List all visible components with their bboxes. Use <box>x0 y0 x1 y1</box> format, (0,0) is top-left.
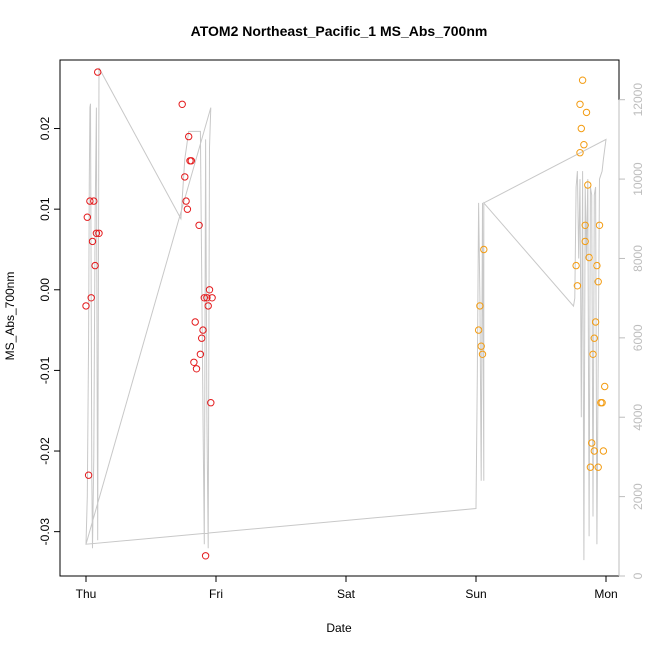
data-point <box>586 463 595 471</box>
data-point <box>200 294 209 302</box>
y-axis-label: MS_Abs_700nm <box>3 272 17 361</box>
data-point <box>590 447 598 455</box>
data-point <box>580 141 588 149</box>
data-point <box>205 286 214 294</box>
data-point <box>191 318 199 326</box>
x-tick-label: Sun <box>465 587 486 601</box>
right-y-tick-label: 8000 <box>631 245 645 272</box>
data-point <box>92 229 101 238</box>
data-point <box>599 447 608 455</box>
data-point <box>181 173 189 181</box>
data-point <box>87 294 95 302</box>
data-point <box>204 302 212 310</box>
y-tick-label: -0.03 <box>38 518 52 546</box>
data-point <box>478 350 487 358</box>
depth-line-layer <box>85 67 607 561</box>
right-y-tick-label: 4000 <box>631 404 645 431</box>
data-point <box>593 261 601 270</box>
depth-line <box>85 67 607 561</box>
data-point <box>595 221 604 230</box>
y-tick-label: -0.01 <box>38 356 52 384</box>
data-point <box>207 399 215 407</box>
y-tick-label: 0.00 <box>38 278 52 302</box>
data-point <box>82 302 90 310</box>
data-point <box>190 358 198 366</box>
data-point <box>88 237 97 246</box>
data-point <box>208 294 216 302</box>
data-point <box>598 399 606 407</box>
data-point <box>589 350 597 358</box>
right-y-tick-label: 6000 <box>631 324 645 351</box>
data-point <box>94 68 102 76</box>
data-point <box>591 318 600 326</box>
data-point <box>199 326 207 334</box>
right-y-tick-label: 10000 <box>631 162 645 196</box>
x-tick-label: Fri <box>209 587 223 601</box>
data-point <box>573 282 582 290</box>
right-y-tick-label: 12000 <box>631 83 645 117</box>
data-point <box>585 253 593 262</box>
data-point <box>588 439 596 447</box>
data-point <box>83 213 92 221</box>
data-point <box>476 302 484 310</box>
x-axis-label: Date <box>326 621 352 635</box>
y-tick-label: -0.02 <box>38 437 52 465</box>
y-tick-label: 0.01 <box>38 197 52 221</box>
data-point <box>474 326 483 334</box>
x-tick-label: Thu <box>76 587 97 601</box>
data-point <box>582 108 591 117</box>
data-point <box>576 149 584 157</box>
data-point <box>178 100 186 109</box>
y-tick-label: 0.02 <box>38 117 52 141</box>
x-tick-label: Sat <box>337 587 356 601</box>
data-point <box>90 197 98 205</box>
data-point <box>594 463 602 471</box>
data-point <box>601 382 609 391</box>
right-y-tick-label: 2000 <box>631 483 645 510</box>
data-point <box>594 278 602 286</box>
data-point <box>187 157 196 165</box>
data-point <box>201 552 210 560</box>
data-point <box>480 245 488 254</box>
data-point <box>581 237 589 246</box>
right-y-axis: 0 2000 4000 6000 8000 10000 12000 <box>618 83 645 579</box>
data-point <box>183 205 192 213</box>
x-tick-label: Mon <box>594 587 617 601</box>
data-point <box>590 334 598 342</box>
data-point <box>95 229 103 238</box>
points-layer <box>82 68 609 560</box>
data-point <box>185 132 193 141</box>
x-axis: Thu Fri Sat Sun Mon <box>76 575 618 601</box>
data-point <box>195 221 203 230</box>
data-point <box>584 181 592 189</box>
data-point <box>581 221 589 230</box>
data-point <box>577 124 585 133</box>
data-point <box>578 76 587 84</box>
data-point <box>572 261 580 270</box>
y-axis: -0.03 -0.02 -0.01 0.00 0.01 0.02 <box>38 117 61 546</box>
data-point <box>91 261 99 270</box>
right-y-tick-label: 0 <box>631 572 645 579</box>
data-point <box>182 197 190 205</box>
data-point <box>576 100 584 109</box>
chart-title: ATOM2 Northeast_Pacific_1 MS_Abs_700nm <box>191 23 488 39</box>
data-point <box>192 365 201 373</box>
data-point <box>203 294 211 302</box>
data-point <box>477 342 485 350</box>
data-point <box>198 334 206 342</box>
data-point <box>196 350 205 358</box>
data-point <box>86 197 94 205</box>
data-point <box>84 471 93 479</box>
